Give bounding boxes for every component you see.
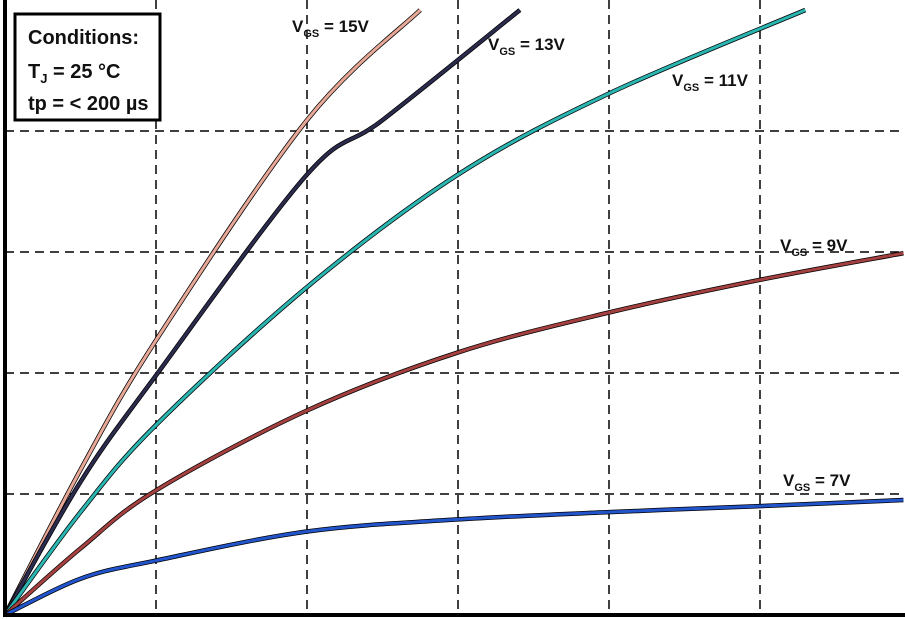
conditions-temp: TJ = 25 °C [28, 61, 121, 86]
label-main: V [292, 17, 304, 36]
label-rest: = 13V [515, 35, 565, 54]
temp-rest: = 25 °C [47, 61, 120, 83]
curve-label: VGS = 7V [783, 471, 851, 494]
conditions-title: Conditions: [28, 27, 139, 49]
conditions-pulse: tp = < 200 µs [28, 93, 148, 115]
label-main: V [780, 236, 792, 255]
curve-outline [5, 497, 904, 615]
label-sub: GS [794, 482, 810, 494]
curve-label: VGS = 13V [488, 35, 566, 58]
curve [5, 8, 521, 615]
temp-sub: J [40, 71, 47, 86]
curve-label: VGS = 15V [292, 17, 370, 40]
temp-main: T [28, 61, 40, 83]
label-sub: GS [683, 82, 699, 94]
curve-outline [5, 250, 904, 615]
curve [5, 8, 806, 615]
label-main: V [488, 35, 500, 54]
label-sub: GS [303, 28, 319, 40]
label-rest: = 15V [319, 17, 369, 36]
label-sub: GS [499, 46, 515, 58]
conditions-box: Conditions: TJ = 25 °C tp = < 200 µs [13, 12, 162, 122]
curve [5, 498, 904, 615]
conditions-frame [13, 12, 162, 122]
curve-label: VGS = 11V [672, 71, 749, 94]
label-main: V [783, 471, 795, 490]
label-sub: GS [791, 247, 807, 259]
curve [5, 251, 904, 615]
curve [5, 8, 422, 615]
curve-label: VGS = 9V [780, 236, 848, 259]
label-main: V [672, 71, 684, 90]
label-rest: = 9V [807, 236, 848, 255]
label-rest: = 11V [699, 71, 748, 90]
label-rest: = 7V [810, 471, 851, 490]
